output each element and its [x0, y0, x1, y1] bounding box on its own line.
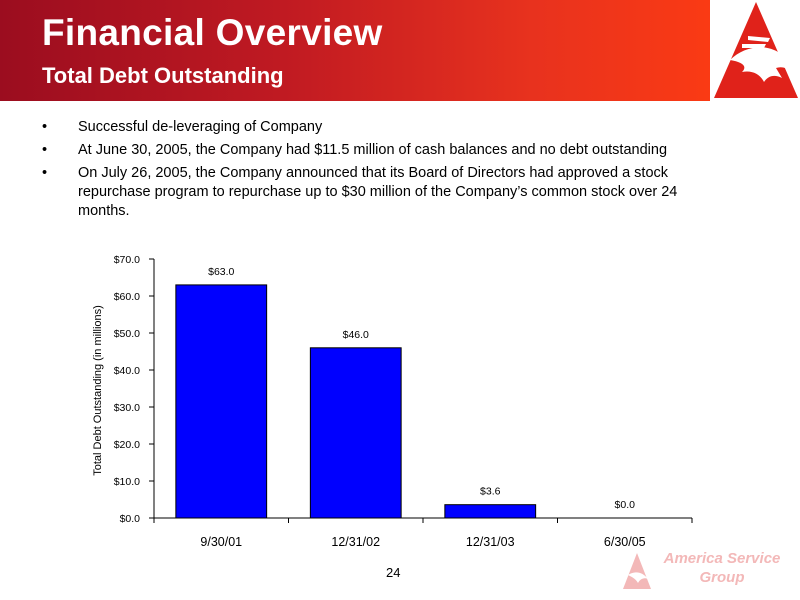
y-tick-label: $10.0 [114, 476, 140, 488]
y-tick-label: $50.0 [114, 328, 140, 340]
bullet-dot: • [42, 142, 48, 158]
page-title: Financial Overview [42, 12, 383, 53]
bullet-item: • On July 26, 2005, the Company announced… [40, 164, 730, 221]
footer-logo-line1: America Service [663, 550, 781, 567]
bar [175, 284, 268, 519]
footer-eagle-icon [623, 553, 651, 589]
x-category-label: 6/30/05 [604, 535, 646, 549]
bar-data-label: $63.0 [208, 266, 234, 278]
bar-data-label: $3.6 [480, 486, 501, 498]
footer-logo: America Service Group [622, 547, 800, 593]
bullet-dot: • [42, 119, 48, 135]
bar-data-label: $46.0 [343, 329, 369, 341]
bar [309, 347, 402, 519]
bullet-text: At June 30, 2005, the Company had $11.5 … [78, 142, 668, 158]
footer-logo-line2: Group [699, 569, 745, 586]
y-tick-label: $20.0 [114, 439, 140, 451]
footer-logo-text: America Service Group [652, 549, 792, 587]
bullet-list: • Successful de-leveraging of Company • At… [40, 118, 730, 225]
bullet-text: On July 26, 2005, the Company announced … [78, 165, 678, 219]
x-category-label: 9/30/01 [200, 535, 242, 549]
y-tick-label: $70.0 [114, 254, 140, 266]
bar [444, 504, 537, 519]
y-tick-label: $40.0 [114, 365, 140, 377]
bullet-dot: • [42, 165, 48, 181]
header-banner: Financial Overview Total Debt Outstandin… [0, 0, 710, 101]
bar-data-label: $0.0 [615, 499, 636, 511]
bullet-item: • At June 30, 2005, the Company had $11.5… [40, 141, 730, 160]
page-number: 24 [386, 565, 401, 580]
y-tick-label: $0.0 [120, 513, 141, 525]
y-axis-title: Total Debt Outstanding (in millions) [92, 305, 104, 476]
x-category-label: 12/31/03 [466, 535, 515, 549]
x-category-label: 12/31/02 [331, 535, 380, 549]
y-tick-label: $30.0 [114, 402, 140, 414]
bullet-item: • Successful de-leveraging of Company [40, 118, 730, 137]
page-subtitle: Total Debt Outstanding [42, 63, 284, 88]
bullet-text: Successful de-leveraging of Company [78, 119, 323, 135]
eagle-logo-icon [712, 0, 800, 101]
y-tick-label: $60.0 [114, 291, 140, 303]
